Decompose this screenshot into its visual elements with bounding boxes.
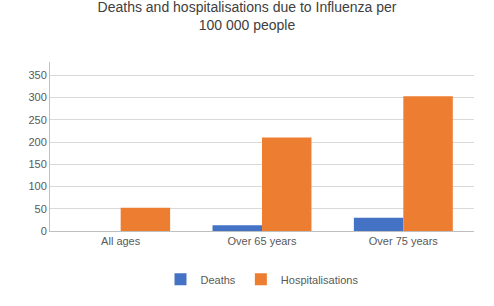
svg-text:Deaths and hospitalisations du: Deaths and hospitalisations due to Influ… (98, 0, 397, 33)
svg-text:300: 300 (28, 91, 46, 103)
svg-text:50: 50 (35, 203, 47, 215)
svg-text:0: 0 (41, 225, 47, 237)
svg-text:350: 350 (28, 69, 46, 81)
svg-text:Over 75 years: Over 75 years (369, 235, 439, 247)
svg-text:Over 65 years: Over 65 years (227, 235, 297, 247)
svg-text:200: 200 (28, 136, 46, 148)
svg-text:100: 100 (28, 180, 46, 192)
svg-text:150: 150 (28, 158, 46, 170)
svg-text:250: 250 (28, 114, 46, 126)
svg-text:All ages: All ages (101, 235, 141, 247)
svg-text:Deaths: Deaths (201, 274, 236, 286)
svg-text:Hospitalisations: Hospitalisations (281, 274, 359, 286)
